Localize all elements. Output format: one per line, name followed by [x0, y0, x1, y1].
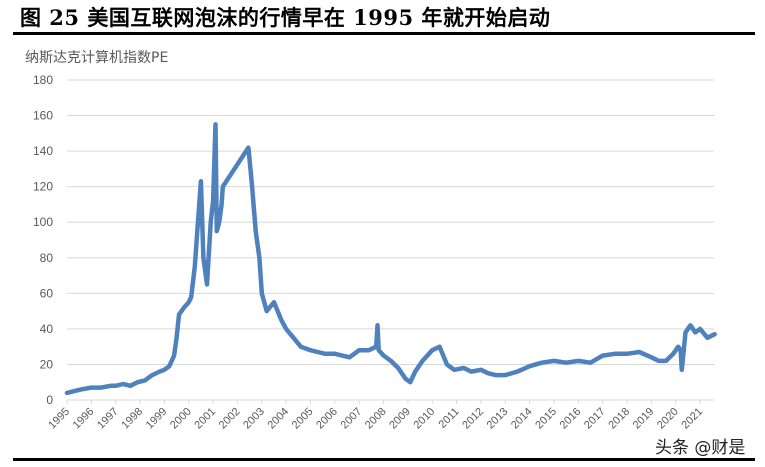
x-tick-label: 2010 [412, 406, 438, 432]
x-tick-label: 2005 [290, 406, 316, 432]
x-tick-label: 1995 [46, 406, 72, 432]
x-tick-label: 2016 [558, 406, 584, 432]
x-tick-label: 2009 [387, 406, 413, 432]
top-rule-divider [13, 32, 755, 35]
x-tick-label: 2019 [631, 406, 657, 432]
figure-title: 图 25 美国互联网泡沫的行情早在 1995 年就开始启动 [20, 5, 551, 30]
x-tick-label: 2013 [485, 406, 511, 432]
gridlines [67, 79, 714, 401]
x-tick-label: 2017 [582, 406, 608, 432]
x-tick-label: 1999 [144, 406, 170, 432]
y-tick-label: 20 [40, 357, 54, 371]
x-tick-label: 2012 [460, 406, 486, 432]
x-tick-label: 2002 [217, 406, 243, 432]
x-tick-label: 2020 [655, 406, 681, 432]
x-tick-label: 2001 [192, 406, 218, 432]
x-tick-label: 2004 [265, 406, 291, 432]
y-tick-label: 40 [40, 322, 54, 336]
data-series [64, 122, 717, 396]
y-axis-ticks: 0 20 40 60 80 100 120 140 160 180 [33, 73, 53, 407]
x-tick-label: 2007 [339, 406, 365, 432]
x-tick-label: 2000 [168, 406, 194, 432]
y-tick-label: 180 [33, 73, 53, 87]
bottom-rule-divider [13, 458, 755, 461]
x-tick-label: 2015 [533, 406, 559, 432]
y-tick-label: 60 [40, 286, 54, 300]
watermark: 头条 @财是 [655, 438, 746, 458]
x-axis: 1995199619971998199920002001200220032004… [46, 400, 705, 431]
x-tick-label: 2014 [509, 406, 535, 432]
x-tick-label: 1998 [119, 406, 145, 432]
series-line [64, 122, 717, 396]
x-tick-label: 2003 [241, 406, 267, 432]
x-tick-label: 2011 [437, 406, 462, 431]
y-tick-label: 80 [40, 251, 54, 265]
x-tick-label: 2021 [679, 406, 705, 432]
x-tick-label: 1997 [95, 406, 121, 432]
x-tick-label: 2008 [363, 406, 389, 432]
y-tick-label: 160 [33, 109, 53, 123]
y-tick-label: 100 [33, 215, 53, 229]
x-tick-label: 1996 [71, 406, 97, 432]
x-tick-label: 2018 [606, 406, 632, 432]
y-tick-label: 140 [33, 144, 53, 158]
y-tick-label: 0 [46, 393, 53, 407]
y-axis-title: 纳斯达克计算机指数PE [25, 50, 169, 66]
y-tick-label: 120 [33, 180, 53, 194]
x-tick-label: 2006 [314, 406, 340, 432]
